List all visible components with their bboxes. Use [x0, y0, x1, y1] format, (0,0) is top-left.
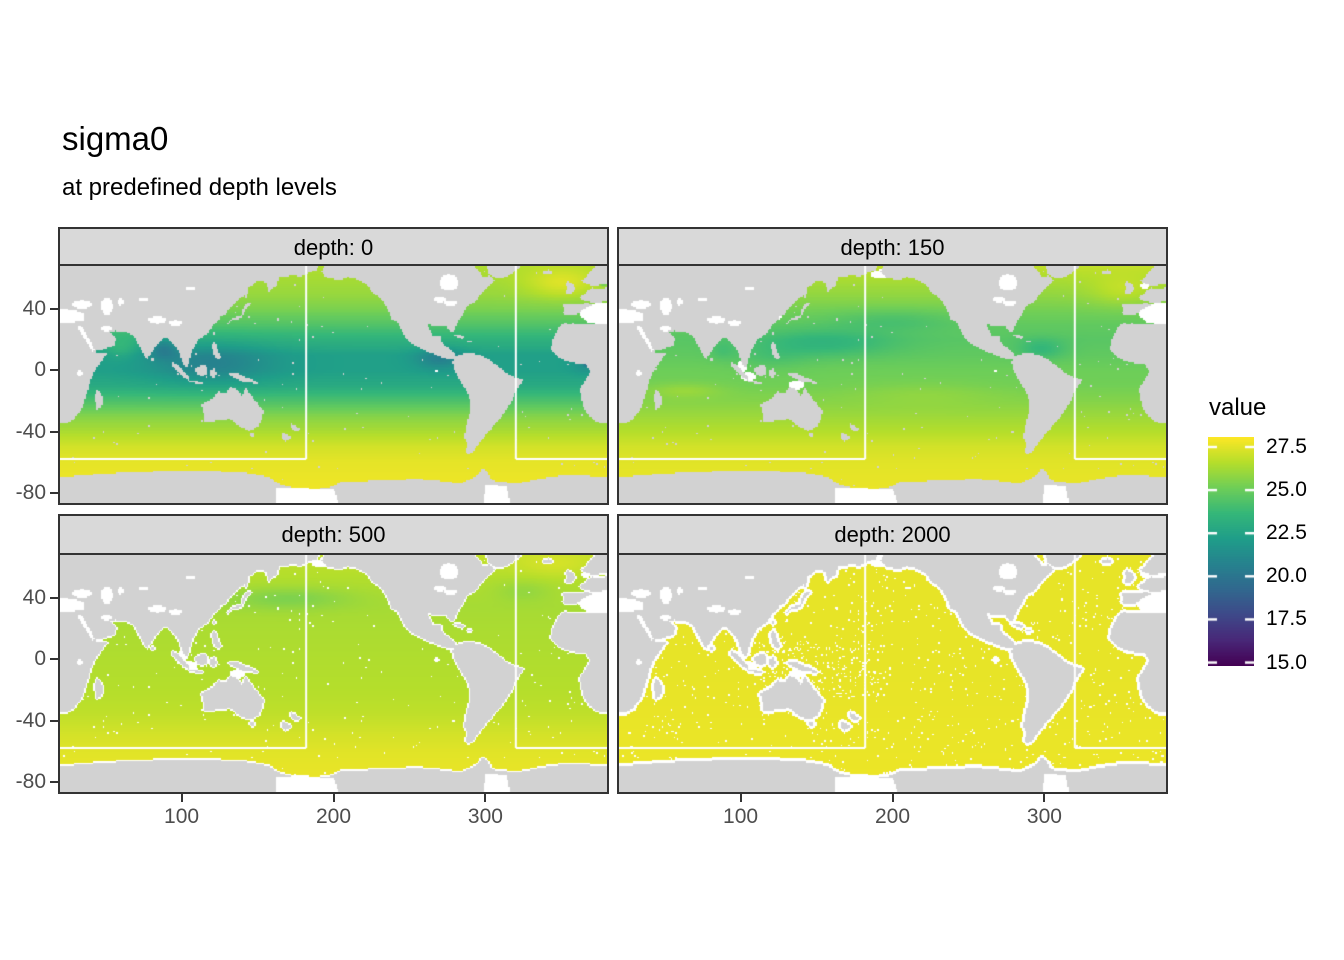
x-tick-mark [484, 794, 487, 802]
facet-strip-depth-2000: depth: 2000 [617, 514, 1168, 555]
facet-strip-label: depth: 0 [293, 234, 374, 260]
x-tick-mark [332, 794, 335, 802]
y-tick-mark [50, 658, 58, 661]
legend-tick-label: 25.0 [1266, 478, 1307, 502]
x-tick-mark [1043, 794, 1046, 802]
y-tick-mark [50, 369, 58, 372]
y-tick-label: -80 [15, 769, 46, 793]
x-tick-label: 100 [723, 805, 759, 828]
facet-strip-label: depth: 150 [840, 234, 945, 260]
legend-tick-label: 22.5 [1266, 521, 1307, 545]
y-tick-label: -40 [15, 708, 46, 732]
y-tick-mark [50, 491, 58, 494]
plot-subtitle: at predefined depth levels [62, 174, 337, 201]
x-tick-label: 300 [467, 805, 503, 828]
facet-strip-depth-500: depth: 500 [58, 514, 609, 555]
facet-strip-label: depth: 2000 [834, 521, 951, 547]
facet-strip-depth-0: depth: 0 [58, 227, 609, 268]
map-panel-depth-500 [60, 555, 607, 792]
y-tick-label: 0 [34, 647, 46, 671]
map-panelbox-depth-150 [617, 264, 1168, 505]
y-tick-mark [50, 780, 58, 783]
x-tick-mark [739, 794, 742, 802]
facet-strip-depth-150: depth: 150 [617, 227, 1168, 268]
x-tick-label: 200 [315, 805, 352, 828]
map-panelbox-depth-2000 [617, 553, 1168, 794]
map-panel-depth-0 [60, 266, 607, 503]
y-tick-label: 40 [22, 586, 46, 610]
y-tick-mark [50, 597, 58, 600]
legend-tick-label: 20.0 [1266, 564, 1307, 588]
facet-strip-label: depth: 500 [281, 521, 386, 547]
y-tick-mark [50, 719, 58, 722]
legend-tick-label: 27.5 [1266, 435, 1307, 458]
map-panel-depth-2000 [619, 555, 1166, 792]
x-tick-label: 100 [164, 805, 200, 828]
x-tick-mark [891, 794, 894, 802]
legend-colorbar [1208, 437, 1254, 666]
y-tick-label: 40 [22, 297, 46, 321]
plot-title: sigma0 [62, 120, 169, 157]
legend-tick-label: 15.0 [1266, 650, 1307, 674]
x-tick-mark [180, 794, 183, 802]
x-tick-label: 300 [1026, 805, 1062, 828]
map-panel-depth-150 [619, 266, 1166, 503]
y-tick-label: -80 [15, 480, 46, 504]
y-tick-label: -40 [15, 419, 46, 443]
map-panelbox-depth-500 [58, 553, 609, 794]
x-tick-label: 200 [874, 805, 911, 828]
map-panelbox-depth-0 [58, 264, 609, 505]
legend-title: value [1209, 394, 1267, 421]
legend-tick-label: 17.5 [1266, 607, 1307, 631]
y-tick-label: 0 [34, 358, 46, 382]
y-tick-mark [50, 308, 58, 311]
y-tick-mark [50, 430, 58, 433]
